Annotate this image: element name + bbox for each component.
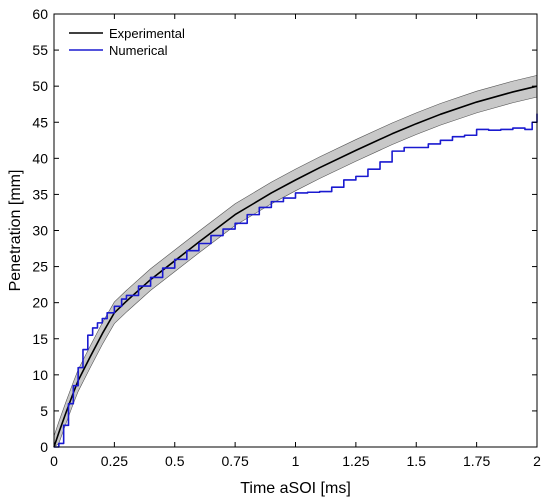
plot-frame [53, 13, 538, 448]
x-tick-label: 1.75 [463, 453, 490, 469]
tick-layer: 0 0.25 0.5 0.75 1 1.25 1.5 1.75 2051015202530354… [32, 6, 541, 469]
series-line-experimental [53, 85, 538, 448]
y-tick-label: 5 [40, 403, 48, 419]
y-tick-label: 40 [32, 150, 48, 166]
y-tick-label: 45 [32, 114, 48, 130]
legend-label-numerical: Numerical [109, 43, 168, 58]
legend: Experimental Numerical [69, 26, 185, 58]
x-tick-label: 1 [292, 453, 300, 469]
y-tick-label: 20 [32, 295, 48, 311]
x-tick-label: 2 [533, 453, 541, 469]
x-tick-label: 1.5 [407, 453, 427, 469]
y-tick-label: 30 [32, 223, 48, 239]
y-tick-label: 60 [32, 6, 48, 22]
x-axis-title: Time aSOI [ms] [240, 480, 351, 497]
x-tick-label: 0.25 [101, 453, 128, 469]
y-tick-label: 0 [40, 439, 48, 455]
y-tick-label: 25 [32, 259, 48, 275]
x-tick-label: 1.25 [342, 453, 369, 469]
y-tick-label: 10 [32, 367, 48, 383]
legend-label-experimental: Experimental [109, 26, 185, 41]
x-tick-label: 0.75 [222, 453, 249, 469]
x-tick-label: 0.5 [165, 453, 185, 469]
y-tick-label: 15 [32, 331, 48, 347]
y-tick-label: 35 [32, 186, 48, 202]
y-axis-title: Penetration [mm] [7, 170, 24, 292]
series-line-numerical [54, 113, 538, 448]
y-tick-label: 50 [32, 78, 48, 94]
series-layer [53, 85, 538, 448]
y-tick-label: 55 [32, 42, 48, 58]
x-tick-label: 0 [50, 453, 58, 469]
